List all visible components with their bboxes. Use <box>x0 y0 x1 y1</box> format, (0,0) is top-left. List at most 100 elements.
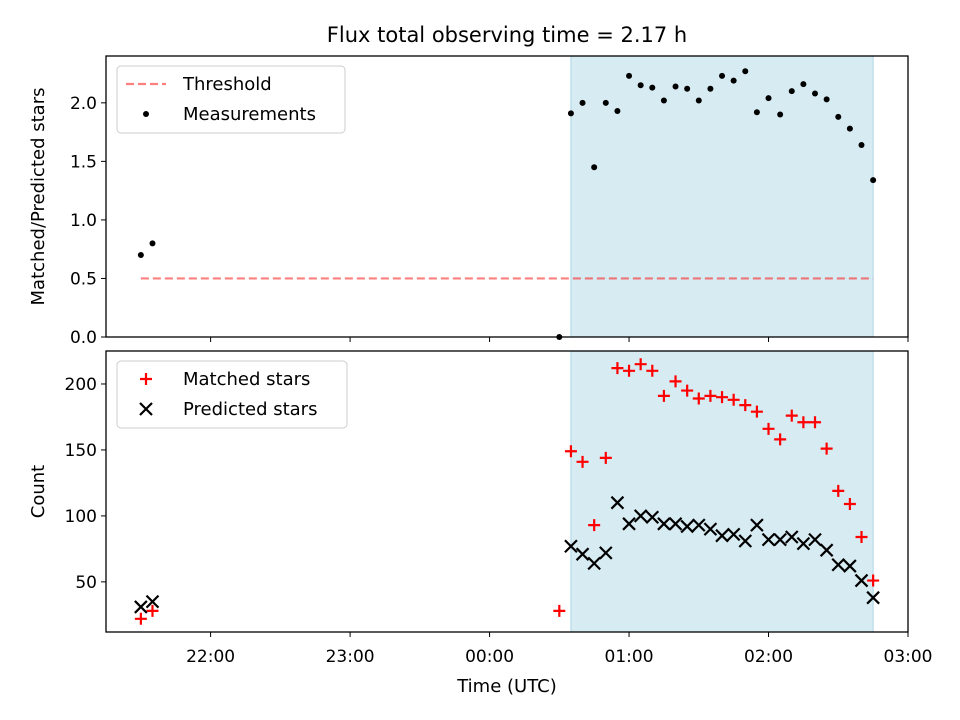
y-axis-label: Matched/Predicted stars <box>28 88 49 306</box>
predicted-star-point <box>587 556 601 571</box>
x-tick-label: 01:00 <box>605 647 654 667</box>
y-tick-label: 100 <box>65 507 97 527</box>
predicted-star-point <box>645 510 660 525</box>
measurement-point <box>672 83 679 90</box>
measurement-point <box>684 85 691 92</box>
matched-star-point <box>750 405 763 418</box>
matched-star-point <box>146 604 159 617</box>
y-tick-label: 150 <box>65 441 97 461</box>
legend-predicted-swatch <box>139 402 153 416</box>
predicted-star-point <box>761 532 776 547</box>
predicted-star-point <box>796 536 811 551</box>
measurement-point <box>800 81 807 88</box>
legend-matched-swatch <box>140 373 152 385</box>
matched-star-point <box>669 375 682 388</box>
matched-star-point <box>576 455 589 468</box>
matched-star-point <box>855 531 868 544</box>
y-tick-label: 200 <box>65 375 97 395</box>
matched-star-point <box>809 416 822 429</box>
y-axis-label: Count <box>28 465 49 518</box>
measurement-point <box>753 109 760 116</box>
predicted-star-point <box>145 594 160 609</box>
matched-star-point <box>623 364 636 377</box>
axes-frame <box>105 350 909 633</box>
predicted-star-point <box>657 517 671 531</box>
measurement-point <box>858 141 865 148</box>
y-tick-label: 1.5 <box>70 152 97 172</box>
predicted-star-point <box>819 543 834 557</box>
matched-star-point <box>564 445 577 458</box>
y-tick-label: 0.5 <box>70 269 97 289</box>
measurement-point <box>614 108 621 115</box>
observing-window-shade <box>570 55 874 338</box>
matched-star-point <box>692 392 705 405</box>
predicted-star-point <box>784 530 799 544</box>
matched-star-point <box>553 604 566 617</box>
predicted-star-point <box>134 600 148 614</box>
predicted-star-point <box>680 519 694 534</box>
measurement-point <box>835 113 842 120</box>
x-axis-label: Time (UTC) <box>456 676 557 697</box>
predicted-star-point <box>564 539 578 554</box>
measurement-point <box>637 82 644 89</box>
legend: Matched stars Predicted stars <box>116 360 348 429</box>
predicted-star-point <box>599 546 613 560</box>
legend-box <box>116 360 348 429</box>
axes-frame <box>105 55 909 338</box>
legend-measurement-swatch <box>143 111 149 117</box>
predicted-star-point <box>726 527 741 542</box>
figure-title: Flux total observing time = 2.17 h <box>327 23 687 47</box>
measurement-point <box>812 90 819 97</box>
predicted-star-point <box>668 517 683 531</box>
measurement-point <box>579 99 586 106</box>
predicted-star-point <box>831 557 846 572</box>
measurement-point <box>846 125 853 132</box>
predicted-star-point <box>750 518 764 532</box>
predicted-star-point <box>703 522 718 536</box>
matched-star-point <box>716 391 729 404</box>
measurement-point <box>777 111 784 118</box>
matched-star-point <box>646 364 659 377</box>
predicted-star-point <box>692 518 706 532</box>
measurement-point <box>695 97 702 104</box>
predicted-star-point <box>854 573 869 588</box>
legend-label: Measurements <box>183 104 316 125</box>
matched-star-point <box>134 612 147 625</box>
predicted-star-point <box>610 495 625 510</box>
x-tick-label: 23:00 <box>326 647 375 667</box>
predicted-star-point <box>633 509 648 523</box>
predicted-star-point <box>738 534 753 548</box>
measurement-point <box>823 96 830 103</box>
measurement-point <box>707 85 714 92</box>
y-tick-label: 0.0 <box>70 328 97 348</box>
matched-star-point <box>611 362 624 375</box>
matched-star-point <box>588 519 601 532</box>
bottom-panel: 50 100 150 200 22:00 23:00 00:00 01:00 02:00 03:0… <box>28 350 933 697</box>
measurement-point <box>602 99 609 106</box>
x-tick-label: 02:00 <box>744 647 793 667</box>
matched-star-point <box>704 389 717 402</box>
y-tick-label: 50 <box>75 573 97 593</box>
x-tick-label: 00:00 <box>465 647 514 667</box>
matched-star-point <box>762 422 775 435</box>
measurement-point <box>591 164 598 171</box>
measurement-point <box>149 240 156 247</box>
matched-star-point <box>843 498 856 511</box>
matched-star-point <box>739 399 752 412</box>
legend-box <box>116 65 346 134</box>
measurement-point <box>649 84 656 91</box>
predicted-star-point <box>575 547 590 561</box>
measurement-point <box>870 177 877 184</box>
measurement-point <box>742 68 749 75</box>
predicted-star-point <box>808 532 822 547</box>
matched-star-point <box>785 409 798 422</box>
legend-label: Predicted stars <box>183 399 317 420</box>
measurement-point <box>765 95 772 102</box>
measurement-point <box>719 72 726 79</box>
measurement-point <box>660 97 667 104</box>
predicted-star-point <box>773 532 787 547</box>
measurement-point <box>730 77 737 84</box>
predicted-star-point <box>843 559 857 573</box>
matched-star-point <box>867 574 880 587</box>
